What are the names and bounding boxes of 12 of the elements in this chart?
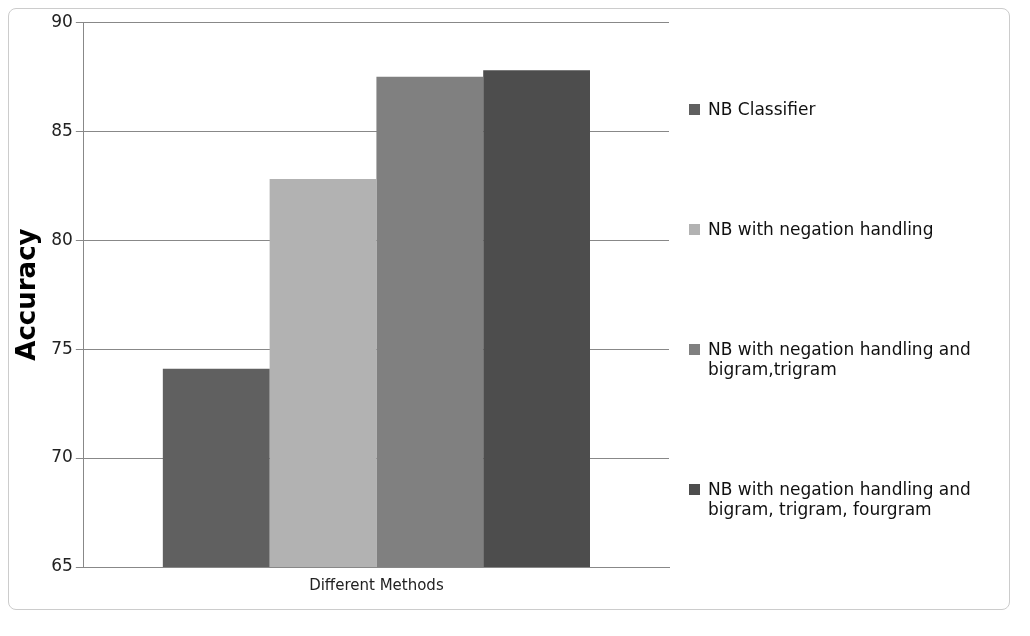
legend-label: NB Classifier: [708, 99, 816, 119]
legend-label: NB with negation handling and bigram,trigram: [708, 339, 972, 379]
y-axis-title: Accuracy: [11, 228, 42, 361]
y-tick-label: 70: [51, 446, 73, 467]
legend-label: NB with negation handling: [708, 219, 934, 239]
y-tick-label: 75: [51, 337, 73, 358]
y-tick-label: 80: [51, 228, 73, 249]
x-tick-label: Different Methods: [309, 575, 444, 594]
y-tick-label: 85: [51, 119, 73, 140]
y-tick-label: 65: [51, 555, 73, 576]
legend-label: NB with negation handling and bigram, trigram, fourgram: [708, 479, 972, 519]
y-tick-label: 90: [51, 10, 73, 31]
